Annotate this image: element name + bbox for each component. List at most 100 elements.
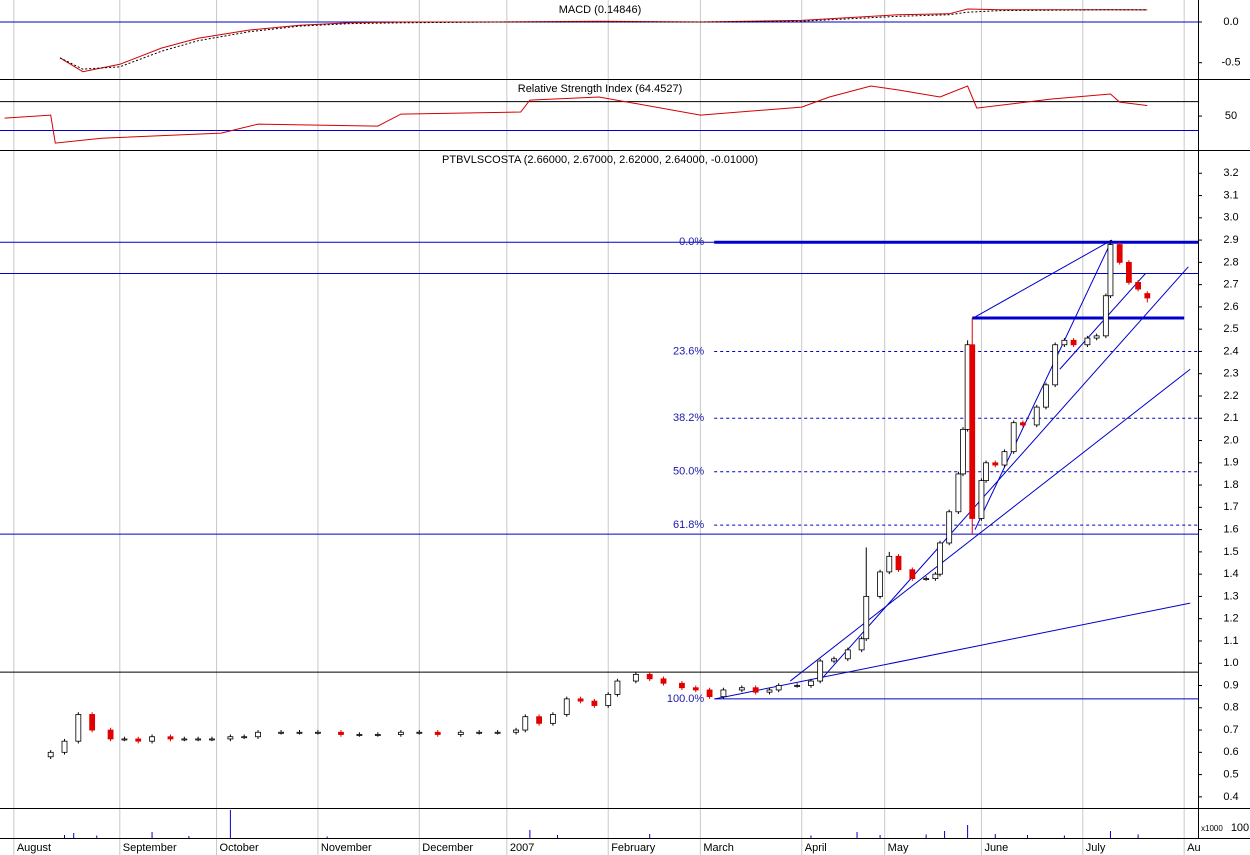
candle-body bbox=[646, 673, 653, 680]
candle-body bbox=[1020, 422, 1026, 426]
candle-body bbox=[969, 344, 976, 519]
candle-body bbox=[278, 731, 284, 734]
candle-body bbox=[315, 731, 321, 734]
candle-body bbox=[1102, 295, 1109, 337]
y-tick-label: 1.5 bbox=[1223, 546, 1238, 558]
y-tick-label: 1.4 bbox=[1223, 568, 1238, 580]
y-tick-label: 1.0 bbox=[1223, 657, 1238, 669]
candle-body bbox=[416, 731, 423, 734]
y-tick-label: 0.7 bbox=[1223, 724, 1238, 736]
y-tick-label: 0.8 bbox=[1223, 702, 1238, 714]
candle-body bbox=[992, 462, 999, 466]
y-tick-label: 50 bbox=[1225, 110, 1237, 122]
x-tick-label: April bbox=[805, 842, 827, 854]
y-tick-label: 3.1 bbox=[1223, 189, 1238, 201]
candle-body bbox=[1052, 344, 1059, 386]
unit-label: x1000 bbox=[1201, 824, 1223, 833]
candle-body bbox=[374, 734, 381, 736]
x-tick-label: May bbox=[888, 842, 909, 854]
candle-body bbox=[1135, 281, 1141, 290]
candle-body bbox=[679, 682, 685, 689]
x-tick-label: June bbox=[984, 842, 1008, 854]
candle-body bbox=[513, 729, 519, 733]
candle-body bbox=[775, 685, 782, 691]
y-tick-label: 0.5 bbox=[1223, 768, 1238, 780]
candle-body bbox=[209, 738, 215, 741]
y-tick-label: 2.2 bbox=[1223, 390, 1238, 402]
candle-body bbox=[1107, 244, 1114, 297]
x-tick-label: August bbox=[17, 842, 51, 854]
candle-body bbox=[932, 573, 939, 580]
candle-body bbox=[457, 731, 464, 735]
candle-body bbox=[47, 751, 54, 758]
candle-body bbox=[1116, 244, 1123, 263]
candle-body bbox=[522, 716, 529, 731]
y-tick-label: 1.8 bbox=[1223, 479, 1238, 491]
candle-body bbox=[1144, 293, 1151, 299]
y-tick-label: 0.0 bbox=[1223, 16, 1238, 28]
candle-body bbox=[614, 680, 621, 695]
y-tick-label: 3.0 bbox=[1223, 212, 1238, 224]
y-tick-label: 0.6 bbox=[1223, 746, 1238, 758]
candle-body bbox=[692, 687, 699, 691]
candle-body bbox=[937, 542, 943, 575]
candle-body bbox=[632, 673, 639, 682]
trend-line bbox=[715, 602, 1191, 700]
panel-title: PTBVLSCOSTA (2.66000, 2.67000, 2.62000, … bbox=[442, 154, 758, 166]
candle-body bbox=[563, 698, 570, 715]
y-tick-label: 0.4 bbox=[1223, 791, 1238, 803]
candle-body bbox=[181, 738, 188, 741]
candle-body bbox=[476, 731, 483, 734]
candle-body bbox=[946, 511, 953, 544]
candle-body bbox=[831, 658, 837, 662]
candle-body bbox=[706, 689, 713, 698]
x-tick-label: October bbox=[220, 842, 259, 854]
candle-body bbox=[660, 678, 667, 684]
candle-body bbox=[107, 729, 114, 740]
candle-body bbox=[121, 738, 128, 741]
x-tick-label: September bbox=[123, 842, 177, 854]
candle-body bbox=[434, 731, 441, 735]
y-tick-label: 2.5 bbox=[1223, 323, 1238, 335]
trend-line bbox=[789, 368, 1191, 682]
fib-label: 0.0% bbox=[679, 236, 704, 248]
candle-body bbox=[808, 680, 814, 686]
candle-body bbox=[149, 736, 155, 742]
candle-body bbox=[877, 571, 883, 597]
candle-body bbox=[494, 731, 501, 734]
candle-body bbox=[195, 738, 202, 741]
y-tick-label: 1.2 bbox=[1223, 613, 1238, 625]
candle-body bbox=[1070, 339, 1077, 346]
candle-body bbox=[227, 736, 234, 740]
candle-body bbox=[1033, 406, 1040, 426]
fib-label: 50.0% bbox=[673, 466, 704, 478]
y-tick-label: 0.9 bbox=[1223, 679, 1238, 691]
candle-body bbox=[1093, 335, 1100, 339]
candle-body bbox=[858, 638, 865, 651]
y-tick-label: 1.3 bbox=[1223, 590, 1238, 602]
y-tick-label: 2.7 bbox=[1223, 279, 1238, 291]
x-tick-label: December bbox=[422, 842, 473, 854]
candle-body bbox=[241, 736, 248, 739]
candle-body bbox=[738, 687, 745, 691]
y-tick-label: 100 bbox=[1231, 822, 1249, 834]
panel-title: MACD (0.14846) bbox=[559, 4, 642, 16]
x-tick-label: March bbox=[703, 842, 734, 854]
candle-body bbox=[817, 660, 824, 682]
candle-body bbox=[983, 462, 989, 482]
y-tick-label: 2.9 bbox=[1223, 234, 1238, 246]
y-tick-label: -0.5 bbox=[1222, 57, 1241, 69]
candle-body bbox=[1125, 261, 1132, 283]
candle-body bbox=[1010, 422, 1017, 453]
candle-body bbox=[75, 714, 82, 742]
y-tick-label: 2.0 bbox=[1223, 434, 1238, 446]
indicator-line bbox=[4, 85, 1148, 144]
fib-label: 38.2% bbox=[673, 412, 704, 424]
candle-body bbox=[577, 698, 584, 702]
indicator-line bbox=[59, 9, 1148, 70]
y-tick-label: 1.1 bbox=[1223, 635, 1238, 647]
candle-body bbox=[1061, 339, 1068, 346]
candle-body bbox=[356, 734, 363, 736]
y-tick-label: 2.3 bbox=[1223, 368, 1238, 380]
